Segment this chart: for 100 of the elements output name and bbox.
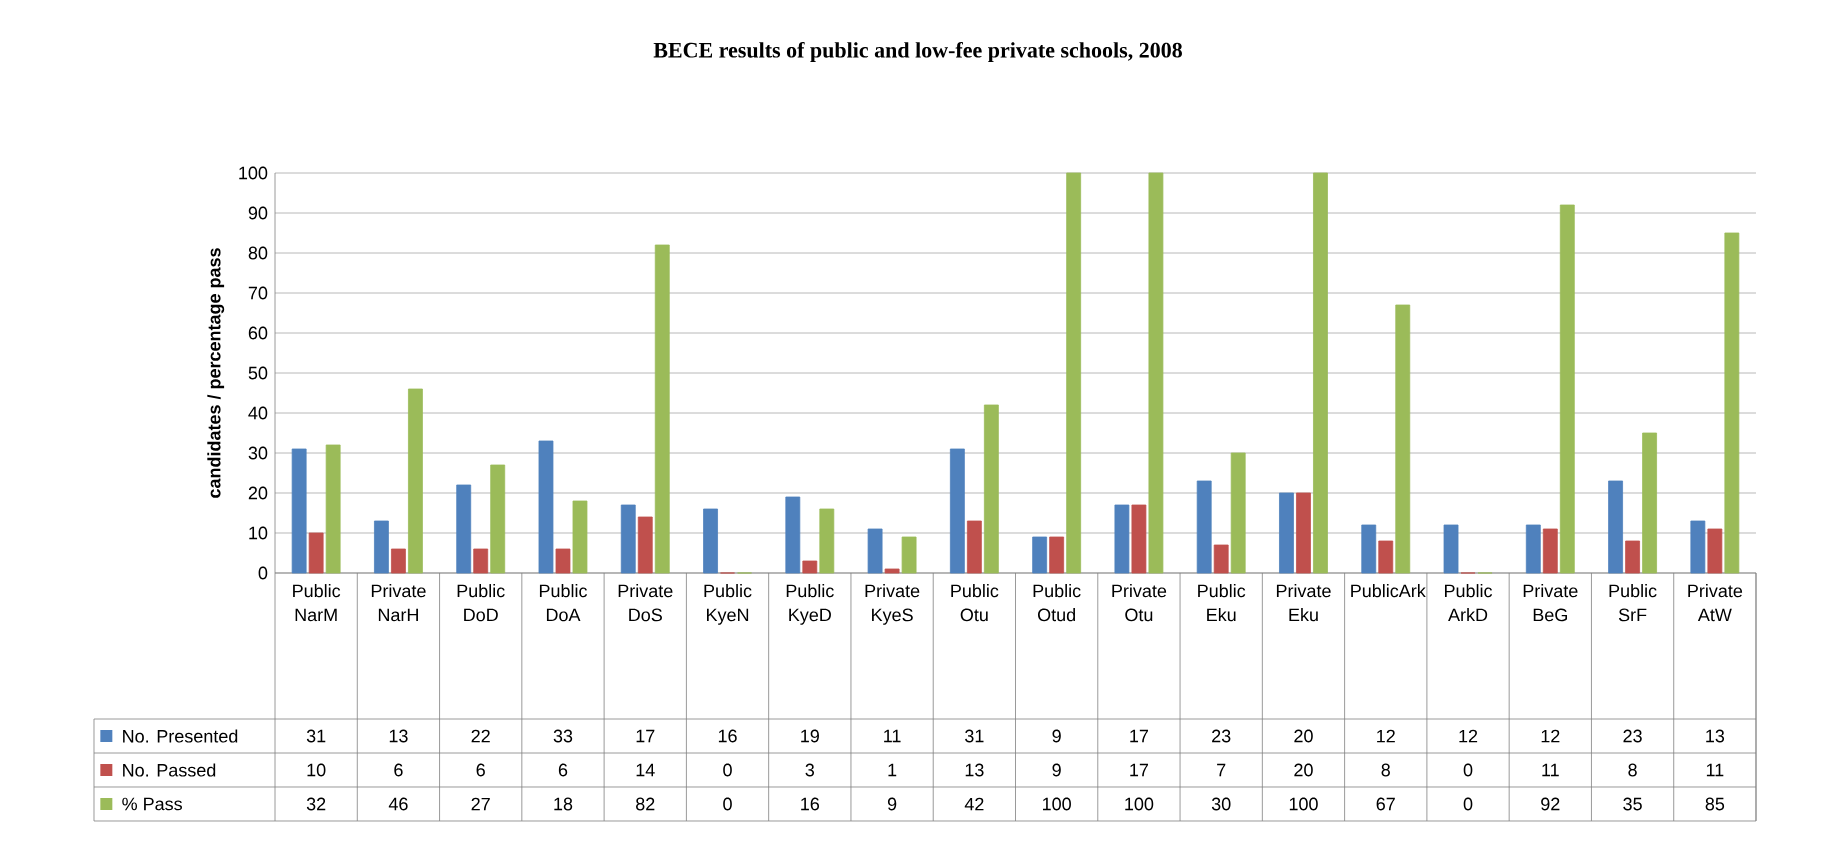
data-label: 42 (964, 797, 984, 811)
bar (654, 244, 670, 574)
data-label: 22 (471, 729, 490, 743)
bar (456, 484, 472, 574)
y-tick-label: 50 (248, 366, 268, 380)
data-label: 9 (887, 797, 897, 811)
bar (1361, 524, 1377, 574)
data-label: 31 (306, 729, 326, 743)
data-label: 9 (1052, 763, 1061, 777)
bar (1296, 492, 1311, 574)
data-label: 20 (1294, 729, 1313, 743)
data-label: 12 (1459, 729, 1478, 743)
data-label: 82 (636, 797, 655, 811)
x-tick-label: Public NarM (293, 584, 341, 622)
data-label: 11 (1542, 763, 1559, 777)
data-label: 33 (553, 729, 573, 743)
bar (620, 504, 636, 574)
data-label: 6 (558, 763, 568, 777)
data-label: 6 (394, 763, 403, 777)
bar (1313, 172, 1328, 574)
data-label: 23 (1212, 729, 1231, 743)
data-label: 35 (1623, 797, 1642, 811)
legend-label: No. Passed (123, 763, 216, 777)
data-label: 7 (1217, 763, 1226, 777)
y-tick-label: 60 (248, 326, 268, 340)
data-label: 12 (1541, 729, 1560, 743)
legend-label: No. Presented (123, 729, 238, 743)
data-label: 92 (1541, 797, 1560, 811)
x-tick-label: Private KyeS (865, 584, 920, 625)
data-label: 11 (1706, 763, 1724, 777)
y-tick-label: 90 (248, 206, 268, 220)
bar (703, 508, 718, 574)
data-label: 17 (1130, 763, 1149, 777)
bar (966, 520, 982, 574)
data-label: 16 (718, 729, 737, 743)
data-label: 16 (801, 797, 820, 811)
bar (572, 500, 588, 574)
data-label: 0 (723, 797, 732, 811)
data-label: 10 (307, 763, 326, 777)
data-label: 20 (1294, 763, 1313, 777)
bar (1148, 172, 1164, 574)
y-tick-label: 20 (248, 486, 268, 500)
x-tick-label: Private BeG (1523, 584, 1578, 622)
bar (1642, 432, 1657, 574)
bar (408, 388, 423, 574)
bar (1724, 232, 1740, 574)
bar (819, 508, 835, 574)
x-tick-label: Public DoA (539, 584, 588, 622)
bar (1525, 524, 1541, 574)
bar (983, 404, 999, 574)
bar (1395, 304, 1411, 574)
data-label: 11 (884, 729, 901, 743)
bar (1378, 540, 1394, 574)
bar (1707, 528, 1723, 574)
bar (1230, 452, 1246, 574)
data-label: 30 (1211, 797, 1231, 811)
bar (1542, 528, 1558, 574)
bar (1625, 540, 1640, 574)
x-tick-label: Private NarH (371, 584, 426, 622)
bar (1608, 480, 1623, 574)
bar (374, 520, 389, 574)
data-label: 32 (306, 797, 326, 811)
y-tick-label: 100 (239, 166, 268, 180)
data-label: 100 (1043, 797, 1071, 811)
data-label: 17 (636, 729, 655, 743)
bar (1279, 492, 1294, 574)
bar (637, 516, 653, 574)
bar (391, 548, 406, 574)
x-tick-label: PublicArk (1351, 584, 1426, 598)
bar (785, 496, 801, 574)
data-label: 17 (1130, 729, 1149, 743)
x-tick-label: Public KyeD (786, 584, 834, 625)
chart-title: BECE results of public and low-fee private schools, 2008 (653, 41, 1182, 63)
x-tick-label: Private AtW (1688, 584, 1743, 622)
data-label: 13 (389, 729, 408, 743)
y-tick-label: 10 (249, 526, 268, 540)
y-tick-label: 30 (248, 446, 268, 460)
bar (538, 440, 554, 574)
x-tick-label: Public Eku (1198, 584, 1246, 622)
x-tick-label: Public SrF (1609, 584, 1657, 622)
data-label: 6 (476, 763, 485, 777)
bar (1690, 520, 1706, 574)
bar (1443, 524, 1459, 574)
bar (1066, 172, 1082, 574)
y-tick-label: 70 (248, 286, 268, 300)
data-label: 3 (805, 763, 815, 777)
x-tick-label: Public Otud (1033, 584, 1081, 622)
x-tick-label: Public KyeN (704, 584, 752, 625)
bar (555, 548, 571, 574)
y-tick-label: 40 (248, 406, 268, 420)
bar (867, 528, 883, 574)
data-label: 85 (1705, 797, 1725, 811)
legend-label: % Pass (122, 797, 182, 811)
data-label: 0 (723, 763, 732, 777)
bar (1049, 536, 1065, 574)
y-tick-label: 0 (258, 566, 268, 580)
bar (802, 560, 818, 574)
bar (1114, 504, 1130, 574)
data-label: 13 (1706, 729, 1725, 743)
x-tick-label: Private Eku (1276, 584, 1331, 622)
